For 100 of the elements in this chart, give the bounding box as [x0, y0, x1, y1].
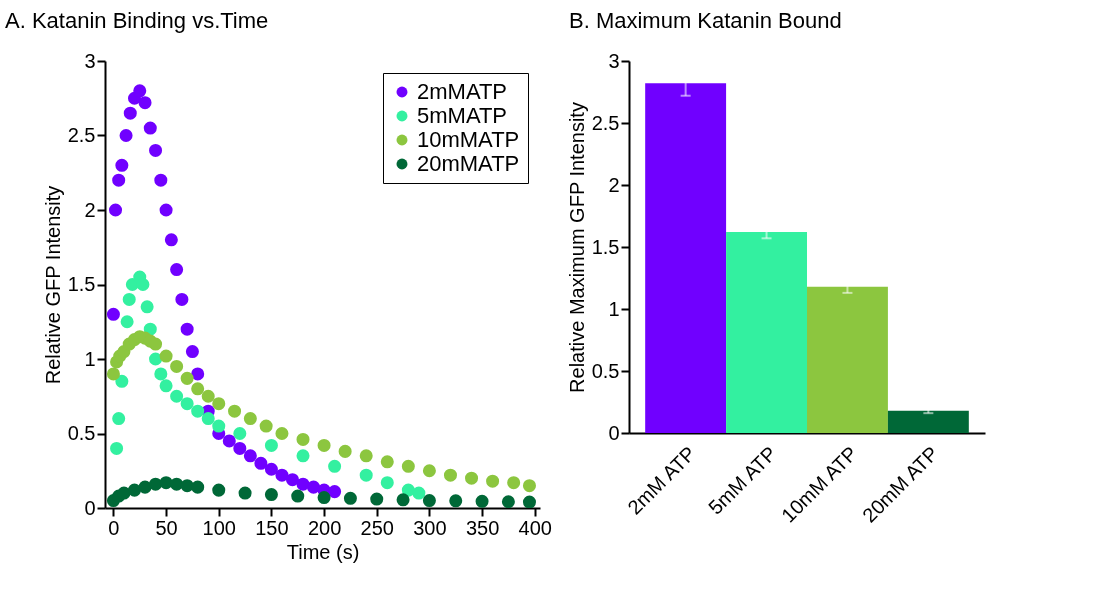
point [343, 491, 357, 505]
point [106, 307, 120, 321]
y-tick-label: 1.5 [591, 235, 620, 258]
legend-label: 10mMATP [417, 127, 520, 152]
point [122, 292, 136, 306]
y-tick-label: 0.5 [67, 422, 96, 444]
point [465, 471, 479, 485]
point [149, 352, 163, 366]
point [191, 382, 205, 396]
point [120, 315, 134, 329]
point [191, 404, 205, 418]
point [296, 477, 310, 491]
point [123, 106, 137, 120]
chart-title: A. Katanin Binding vs.Time [5, 8, 269, 33]
point [164, 233, 178, 247]
point [140, 300, 154, 314]
point [201, 412, 215, 426]
point [422, 464, 436, 478]
point [264, 462, 278, 476]
y-tick-label: 2.5 [591, 111, 620, 134]
x-tick-label: 100 [202, 516, 236, 539]
point [159, 349, 173, 363]
point [317, 438, 331, 452]
point [154, 367, 168, 381]
y-tick-label: 1 [84, 347, 96, 370]
point [185, 345, 199, 359]
y-tick-label: 3 [84, 49, 96, 72]
y-tick-label: 1 [608, 297, 620, 320]
x-tick-label: 300 [413, 516, 447, 539]
x-tick-label: 250 [360, 516, 394, 539]
point [154, 173, 168, 187]
bar [645, 83, 727, 433]
y-tick-label: 2 [84, 198, 96, 221]
point [443, 468, 457, 482]
y-tick-label: 3 [608, 49, 620, 72]
bar [807, 286, 888, 433]
legend-label: 20mMATP [417, 151, 520, 176]
point [338, 444, 352, 458]
point [380, 476, 394, 490]
point [422, 494, 436, 508]
point [228, 404, 242, 418]
point [149, 143, 163, 157]
y-axis-title: Relative Maximum GFP Intensity [565, 102, 588, 393]
point [170, 389, 184, 403]
point [212, 419, 226, 433]
point [191, 367, 205, 381]
x-tick-label: 50 [155, 516, 178, 539]
point [285, 473, 299, 487]
point [501, 495, 515, 508]
point [159, 203, 173, 217]
x-tick-label: 400 [518, 516, 552, 539]
x-tick-label: 350 [465, 516, 500, 539]
y-tick-label: 0 [608, 421, 620, 444]
point [170, 263, 184, 277]
point [317, 491, 331, 505]
point [522, 479, 536, 493]
point [110, 441, 124, 455]
x-tick-label: 150 [255, 516, 289, 539]
point [486, 474, 500, 488]
point [149, 477, 163, 491]
point [243, 449, 257, 463]
point [259, 419, 273, 433]
point [275, 426, 289, 441]
point [359, 449, 373, 463]
point [106, 367, 120, 381]
point [127, 483, 142, 497]
point [201, 389, 215, 403]
point [233, 441, 247, 455]
y-axis-title: Relative GFP Intensity [41, 185, 64, 385]
bar [887, 410, 969, 433]
x-tick-label: 200 [307, 516, 342, 539]
point [115, 374, 129, 388]
point [238, 486, 252, 500]
point [291, 489, 305, 503]
bar [726, 232, 807, 433]
point [180, 322, 194, 336]
chart-title: B. Maximum Katanin Bound [569, 8, 842, 33]
point [507, 476, 521, 490]
point [180, 397, 194, 411]
point [159, 379, 173, 393]
point [149, 337, 163, 351]
point [112, 173, 126, 187]
point [175, 292, 189, 306]
point [212, 483, 226, 497]
point [264, 438, 278, 452]
point [170, 359, 184, 373]
point [254, 456, 268, 470]
legend-label: 5mMATP [417, 103, 508, 128]
x-axis-title: Time (s) [286, 540, 360, 563]
point [307, 480, 321, 494]
point [522, 495, 536, 508]
point [136, 277, 150, 292]
point [112, 412, 126, 426]
point [212, 397, 226, 411]
point [296, 449, 310, 463]
point [401, 459, 415, 473]
point [449, 494, 463, 508]
point [328, 459, 342, 473]
point [328, 485, 342, 499]
point [359, 468, 373, 482]
